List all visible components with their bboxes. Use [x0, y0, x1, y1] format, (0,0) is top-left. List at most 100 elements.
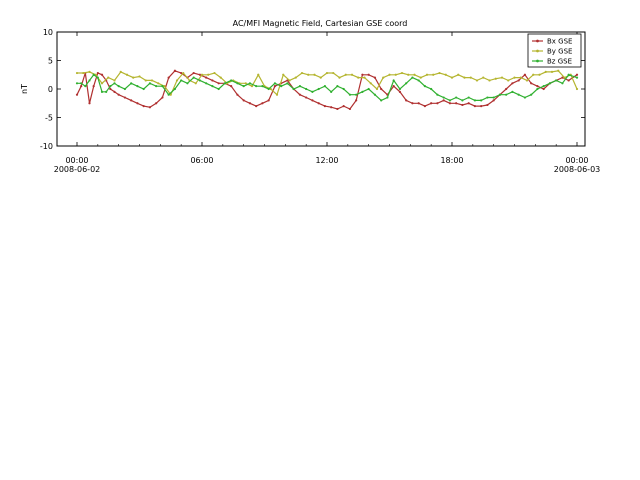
series-point-1 — [319, 76, 322, 79]
series-point-1 — [575, 87, 579, 91]
series-point-0 — [336, 107, 339, 111]
series-point-2 — [280, 85, 283, 88]
series-point-2 — [455, 96, 458, 99]
series-point-0 — [567, 79, 570, 82]
series-point-1 — [425, 73, 429, 76]
series-point-0 — [523, 73, 527, 76]
series-point-1 — [194, 82, 197, 85]
series-point-0 — [130, 99, 133, 102]
series-point-0 — [511, 82, 514, 85]
series-point-0 — [242, 99, 245, 102]
series-point-2 — [373, 93, 377, 96]
series-point-0 — [148, 106, 152, 109]
series-point-2 — [292, 87, 295, 91]
legend: Bx GSE By GSE Bz GSE — [527, 33, 582, 68]
series-point-0 — [392, 85, 395, 88]
series-point-2 — [109, 85, 112, 88]
series-point-0 — [117, 93, 120, 96]
legend-label: Bx GSE — [547, 38, 572, 46]
series-point-0 — [136, 102, 139, 105]
series-point-1 — [88, 70, 91, 73]
series-point-0 — [113, 90, 116, 93]
series-point-2 — [180, 79, 183, 82]
series-point-2 — [130, 82, 133, 85]
series-point-0 — [517, 79, 520, 82]
series-point-1 — [138, 75, 141, 78]
series-point-2 — [480, 99, 483, 102]
series-point-0 — [480, 105, 483, 108]
series-point-1 — [482, 76, 485, 79]
series-point-0 — [305, 96, 308, 99]
y-tick-label: 5 — [48, 57, 53, 66]
series-point-1 — [282, 73, 285, 76]
series-point-1 — [563, 76, 566, 79]
series-point-2 — [536, 87, 539, 91]
y-axis-label: nT — [20, 84, 29, 94]
series-point-0 — [92, 85, 95, 88]
series-line-0 — [76, 70, 578, 110]
series-point-0 — [75, 93, 79, 96]
series-point-1 — [157, 82, 160, 85]
series-point-1 — [313, 73, 316, 76]
series-point-1 — [407, 73, 410, 76]
series-point-1 — [300, 71, 304, 75]
series-point-2 — [430, 87, 433, 91]
series-point-0 — [492, 99, 495, 102]
series-point-2 — [405, 82, 408, 85]
series-point-2 — [392, 79, 395, 82]
series-point-2 — [123, 87, 127, 91]
series-point-1 — [519, 76, 522, 79]
series-point-1 — [132, 76, 135, 79]
series-point-1 — [457, 73, 460, 76]
series-point-2 — [423, 85, 427, 88]
series-point-2 — [323, 85, 327, 88]
series-point-2 — [88, 79, 91, 82]
series-point-1 — [369, 82, 372, 85]
series-point-1 — [182, 71, 185, 75]
series-point-1 — [450, 76, 454, 79]
series-point-0 — [96, 71, 99, 75]
series-point-1 — [357, 76, 360, 79]
series-point-0 — [430, 102, 433, 105]
series-point-2 — [84, 85, 87, 88]
series-point-2 — [113, 82, 116, 85]
legend-label: Bz GSE — [547, 58, 572, 66]
series-point-0 — [355, 99, 358, 102]
series-point-0 — [205, 76, 208, 79]
series-point-0 — [109, 87, 112, 91]
series-point-2 — [236, 82, 239, 85]
legend-label: By GSE — [547, 48, 572, 56]
series-point-1 — [307, 73, 310, 76]
series-point-0 — [100, 73, 104, 76]
chart-title: AC/MFI Magnetic Field, Cartesian GSE coo… — [233, 19, 408, 28]
series-point-0 — [311, 99, 314, 102]
series-point-2 — [548, 82, 552, 85]
series-point-2 — [442, 96, 445, 99]
series-point-2 — [80, 82, 83, 85]
series-point-0 — [417, 102, 420, 105]
series-point-1 — [325, 71, 329, 75]
series-point-1 — [507, 79, 510, 82]
legend-swatch-marker — [536, 39, 539, 43]
series-point-1 — [213, 71, 216, 75]
series-point-1 — [413, 73, 416, 76]
series-point-1 — [400, 71, 404, 75]
y-tick-label: -5 — [45, 114, 53, 123]
y-tick-label: -10 — [40, 142, 53, 151]
series-point-2 — [242, 85, 245, 88]
series-point-2 — [311, 90, 314, 93]
y-tick-label: 0 — [48, 85, 53, 94]
series-point-2 — [417, 79, 420, 82]
series-point-2 — [186, 82, 189, 85]
series-point-0 — [180, 71, 183, 75]
series-point-2 — [223, 82, 227, 85]
series-point-0 — [367, 73, 370, 76]
series-point-1 — [150, 79, 154, 82]
series-point-1 — [75, 71, 79, 75]
series-point-2 — [286, 82, 289, 85]
series-point-1 — [432, 73, 435, 76]
series-point-0 — [161, 96, 164, 99]
series-point-2 — [473, 99, 477, 102]
x-tick-label: 00:00 — [65, 156, 88, 165]
series-point-2 — [198, 79, 202, 82]
